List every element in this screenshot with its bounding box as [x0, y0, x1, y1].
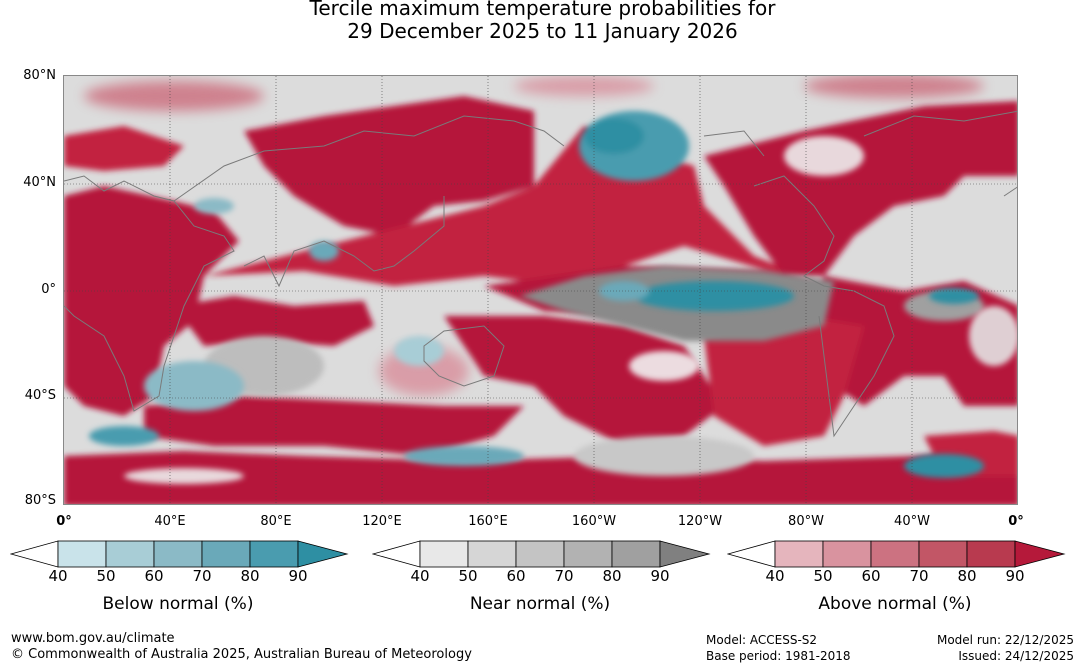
near-tick-90: 90 [650, 567, 670, 585]
lat-label-40s: 40°S [24, 388, 56, 403]
near-bin-6 [659, 540, 711, 568]
below-tick-40: 40 [48, 567, 68, 585]
above-bin-1 [774, 540, 824, 568]
footer-issued: Issued: 24/12/2025 [958, 649, 1074, 663]
below-bin-2 [105, 540, 155, 568]
above-tick-90: 90 [1005, 567, 1025, 585]
below-tick-60: 60 [144, 567, 164, 585]
above-bin-0 [727, 540, 776, 568]
above-bin-6 [1014, 540, 1066, 568]
near-bin-3 [515, 540, 565, 568]
map-title: Tercile maximum temperature probabilitie… [0, 0, 1085, 43]
lon-label-160e: 160°E [468, 514, 508, 529]
near-normal-label: Near normal (%) [469, 594, 611, 614]
near-bin-0 [372, 540, 421, 568]
above-tick-70: 70 [909, 567, 929, 585]
below-bin-0 [10, 540, 59, 568]
lat-label-80s: 80°S [24, 493, 56, 508]
lon-label-40e: 40°E [154, 514, 186, 529]
above-tick-40: 40 [765, 567, 785, 585]
lon-label-80w: 80°W [788, 514, 824, 529]
above-tick-60: 60 [861, 567, 881, 585]
lat-label-40n: 40°N [23, 175, 56, 190]
title-line-2: 29 December 2025 to 11 January 2026 [347, 19, 738, 43]
below-normal-colorbar [10, 540, 349, 568]
above-bin-3 [870, 540, 920, 568]
lat-label-0: 0° [41, 282, 56, 297]
near-tick-50: 50 [458, 567, 478, 585]
below-normal-regions [89, 111, 984, 478]
below-tick-90: 90 [288, 567, 308, 585]
above-bin-4 [918, 540, 968, 568]
below-tick-50: 50 [96, 567, 116, 585]
near-bin-2 [467, 540, 517, 568]
world-map [63, 75, 1018, 505]
lon-label-120w: 120°W [677, 514, 723, 529]
near-bin-4 [563, 540, 613, 568]
lon-label-0-right: 0° [1008, 514, 1024, 529]
graticule [64, 76, 1017, 504]
lon-label-120e: 120°E [362, 514, 402, 529]
above-bin-5 [966, 540, 1016, 568]
footer-base-period: Base period: 1981-2018 [706, 649, 851, 663]
lon-label-80e: 80°E [260, 514, 292, 529]
above-tick-80: 80 [957, 567, 977, 585]
footer-model: Model: ACCESS-S2 [706, 633, 818, 647]
lat-label-80n: 80°N [23, 68, 56, 83]
above-normal-colorbar [727, 540, 1066, 568]
light-patches [124, 136, 1017, 484]
near-tick-70: 70 [554, 567, 574, 585]
near-tick-80: 80 [602, 567, 622, 585]
below-bin-6 [297, 540, 349, 568]
near-tick-40: 40 [410, 567, 430, 585]
footer-copyright: © Commonwealth of Australia 2025, Austra… [11, 647, 472, 662]
near-bin-5 [611, 540, 661, 568]
below-bin-5 [249, 540, 299, 568]
above-tick-50: 50 [813, 567, 833, 585]
near-tick-60: 60 [506, 567, 526, 585]
lon-label-160w: 160°W [571, 514, 617, 529]
below-bin-3 [153, 540, 203, 568]
below-tick-80: 80 [240, 567, 260, 585]
below-bin-1 [57, 540, 107, 568]
coastlines [64, 110, 1017, 438]
below-normal-label: Below normal (%) [102, 594, 254, 614]
below-bin-4 [201, 540, 251, 568]
title-line-1: Tercile maximum temperature probabilitie… [309, 0, 776, 20]
footer-model-run: Model run: 22/12/2025 [936, 633, 1074, 647]
below-tick-70: 70 [192, 567, 212, 585]
above-normal-label: Above normal (%) [818, 594, 972, 614]
near-normal-colorbar [372, 540, 711, 568]
lon-label-0-left: 0° [56, 514, 72, 529]
lon-label-40w: 40°W [894, 514, 930, 529]
above-normal-regions [64, 96, 1017, 504]
above-bin-2 [822, 540, 872, 568]
footer-url[interactable]: www.bom.gov.au/climate [11, 631, 175, 646]
near-bin-1 [419, 540, 469, 568]
probability-field [64, 76, 1017, 504]
